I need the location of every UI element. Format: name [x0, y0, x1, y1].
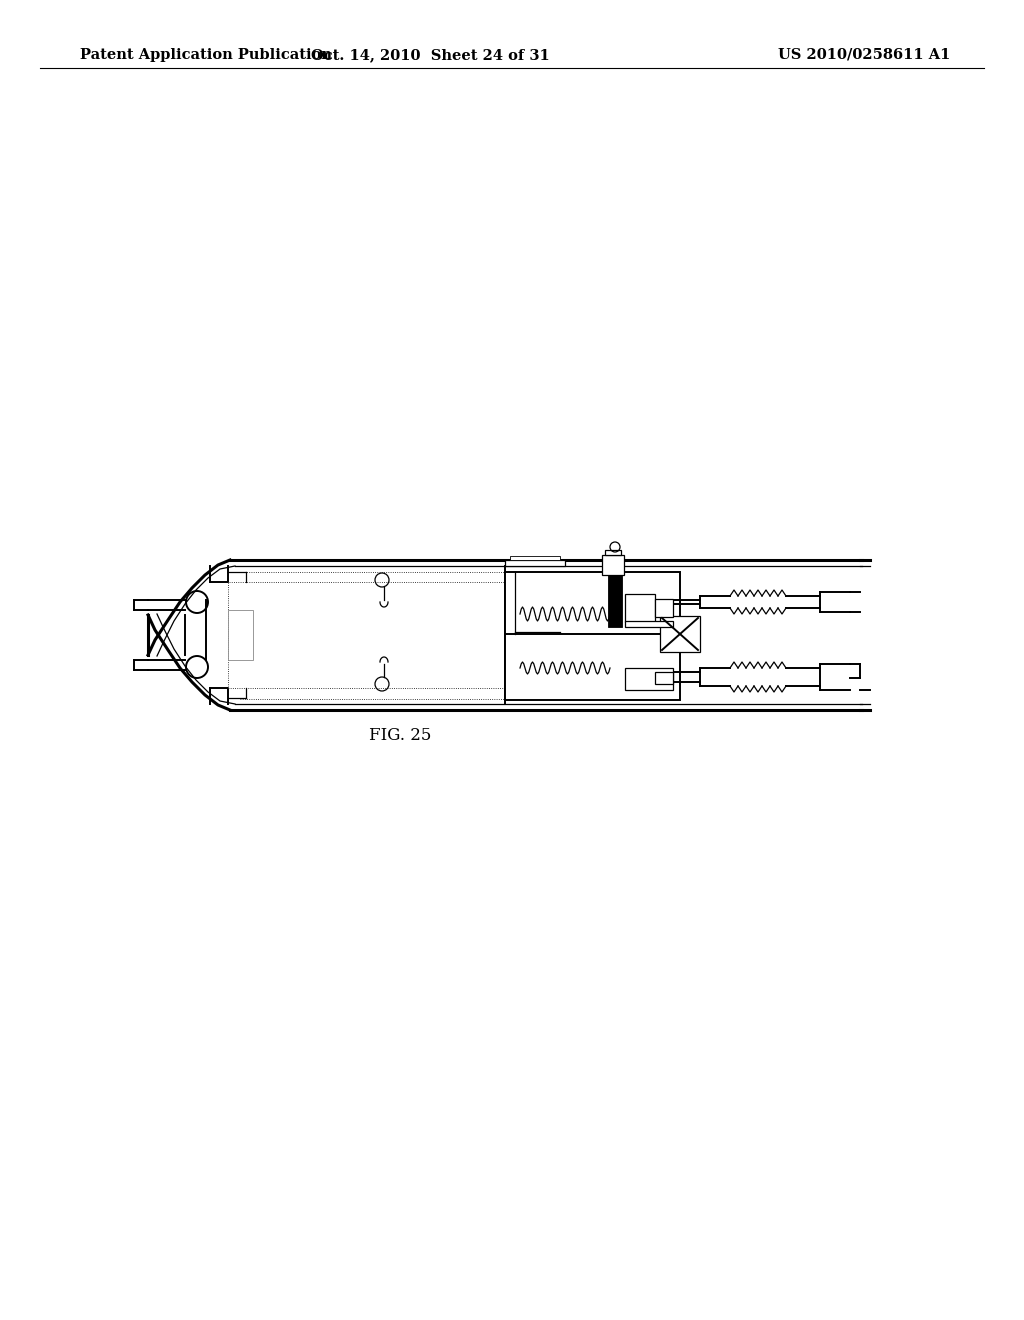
Bar — [602, 554, 624, 576]
Text: FIG. 25: FIG. 25 — [369, 726, 431, 743]
Bar — [608, 576, 622, 627]
Text: US 2010/0258611 A1: US 2010/0258611 A1 — [777, 48, 950, 62]
Bar — [605, 550, 621, 554]
Text: Oct. 14, 2010  Sheet 24 of 31: Oct. 14, 2010 Sheet 24 of 31 — [310, 48, 549, 62]
Bar — [505, 560, 565, 566]
Bar — [625, 594, 655, 622]
Bar — [625, 620, 673, 627]
Bar — [655, 599, 673, 616]
Bar — [660, 616, 700, 652]
Bar — [510, 556, 560, 560]
Bar — [228, 582, 505, 688]
Bar — [505, 572, 680, 700]
Bar — [625, 668, 673, 690]
Bar — [655, 672, 673, 684]
Text: Patent Application Publication: Patent Application Publication — [80, 48, 332, 62]
Bar — [228, 610, 253, 660]
